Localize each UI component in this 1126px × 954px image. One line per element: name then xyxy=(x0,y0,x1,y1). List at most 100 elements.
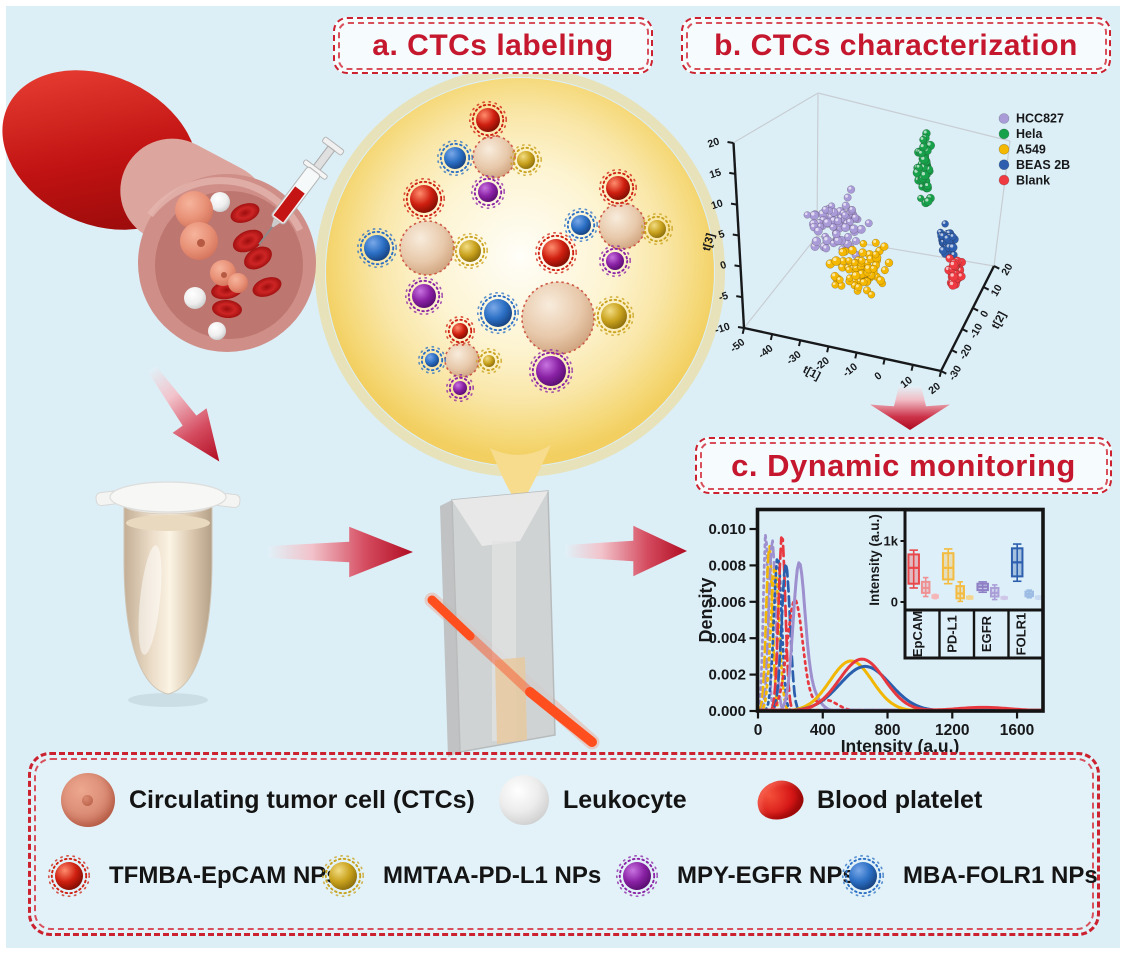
np-icon-blue xyxy=(484,299,512,327)
np-mpy-icon xyxy=(615,854,659,898)
svg-text:400: 400 xyxy=(810,722,836,739)
np-icon-blue xyxy=(849,862,877,890)
legend-label: MBA-FOLR1 NPs xyxy=(903,862,1098,889)
np-icon-red xyxy=(542,239,570,267)
cuvette-sample xyxy=(495,657,527,744)
svg-text:1200: 1200 xyxy=(935,722,969,739)
np-icon-purple xyxy=(478,182,498,202)
np-icon-purple xyxy=(623,862,651,890)
legend-label: Circulating tumor cell (CTCs) xyxy=(129,785,475,814)
svg-text:-30: -30 xyxy=(946,363,964,382)
scatter-cluster-HCC827 xyxy=(803,185,873,260)
sample-tube xyxy=(95,481,241,707)
labeled-ctc-cells xyxy=(356,100,674,403)
svg-text:-30: -30 xyxy=(784,348,803,367)
labeled-cell xyxy=(436,100,543,210)
svg-text:A549: A549 xyxy=(1016,143,1046,157)
svg-text:Intensity (a.u.): Intensity (a.u.) xyxy=(867,514,882,606)
legend-row-cells: Circulating tumor cell (CTCs) Leukocyte Bl… xyxy=(31,755,1097,933)
svg-text:PD-L1: PD-L1 xyxy=(945,615,960,653)
np-icon-red xyxy=(476,108,500,132)
svg-text:10: 10 xyxy=(710,197,725,212)
np-mba-icon xyxy=(841,854,885,898)
np-icon-red xyxy=(410,185,438,213)
np-icon-yellow xyxy=(459,240,481,262)
svg-text:-5: -5 xyxy=(717,290,730,304)
laser-beam xyxy=(427,595,475,641)
svg-text:0.008: 0.008 xyxy=(708,557,746,574)
np-icon-yellow xyxy=(601,303,627,329)
svg-text:t[2]: t[2] xyxy=(990,310,1009,332)
figure-legend-box: Circulating tumor cell (CTCs) Leukocyte Bl… xyxy=(28,752,1100,936)
svg-text:Density: Density xyxy=(696,577,716,642)
panel-b-title-box: b. CTCs characterization xyxy=(681,17,1111,74)
svg-text:0: 0 xyxy=(872,370,884,383)
np-mmtaa-icon xyxy=(321,854,365,898)
svg-text:10: 10 xyxy=(989,282,1005,298)
scatter-cluster-A549 xyxy=(825,238,894,299)
scatter-cluster-Hela xyxy=(912,129,936,208)
svg-text:20: 20 xyxy=(926,380,943,397)
svg-text:t[3]: t[3] xyxy=(701,232,717,253)
np-icon-blue xyxy=(364,235,390,261)
scatter-cluster-Blank xyxy=(944,254,967,290)
labeled-cell xyxy=(356,177,489,316)
svg-text:20: 20 xyxy=(706,135,721,150)
svg-text:-20: -20 xyxy=(957,342,975,361)
legend-item-np-mba: MBA-FOLR1 NPs xyxy=(837,847,1098,905)
svg-text:Hela: Hela xyxy=(1016,127,1043,141)
np-icon-purple xyxy=(453,381,467,395)
panel-c-title: c. Dynamic monitoring xyxy=(731,447,1076,483)
panel-a-title-box: a. CTCs labeling xyxy=(333,17,653,74)
legend-item-np-mmtaa: MMTAA-PD-L1 NPs xyxy=(317,847,601,905)
np-icon-purple xyxy=(606,252,624,270)
np-icon-purple xyxy=(536,356,566,386)
np-icon-yellow xyxy=(648,220,666,238)
panel-b-title: b. CTCs characterization xyxy=(714,28,1078,62)
np-icon-blue xyxy=(444,147,466,169)
legend-marker-HCC827 xyxy=(998,113,1010,124)
svg-text:15: 15 xyxy=(708,166,723,181)
ctcs-in-vessel xyxy=(175,191,248,293)
np-tfmba-icon xyxy=(47,854,91,898)
svg-text:-10: -10 xyxy=(713,320,731,336)
syringe-icon xyxy=(258,136,345,245)
svg-text:-50: -50 xyxy=(728,336,747,355)
labeled-cell xyxy=(476,231,635,394)
legend-marker-A549 xyxy=(998,144,1010,155)
np-icon-yellow xyxy=(483,355,495,367)
svg-text:0: 0 xyxy=(719,259,728,272)
np-icon-red xyxy=(452,323,468,339)
svg-text:0.010: 0.010 xyxy=(708,521,746,538)
legend-item-np-tfmba: TFMBA-EpCAM NPs xyxy=(43,847,340,905)
np-icon-yellow xyxy=(329,862,357,890)
panel-c-title-box: c. Dynamic monitoring xyxy=(695,437,1112,494)
np-icon-blue xyxy=(571,215,591,235)
svg-text:0: 0 xyxy=(754,722,763,739)
svg-text:HCC827: HCC827 xyxy=(1016,112,1064,126)
np-icon-red xyxy=(55,862,83,890)
svg-text:800: 800 xyxy=(875,722,901,739)
svg-text:EpCAM: EpCAM xyxy=(910,611,925,657)
blood-vessel xyxy=(2,70,345,352)
svg-text:0.000: 0.000 xyxy=(708,703,746,720)
svg-text:FOLR1: FOLR1 xyxy=(1014,613,1029,656)
legend-label: MMTAA-PD-L1 NPs xyxy=(383,862,602,889)
svg-text:0: 0 xyxy=(978,308,991,319)
svg-text:20: 20 xyxy=(999,261,1015,277)
svg-text:-10: -10 xyxy=(841,361,860,380)
svg-text:0.004: 0.004 xyxy=(708,630,746,647)
panel-a-title: a. CTCs labeling xyxy=(372,28,614,62)
svg-text:Blank: Blank xyxy=(1016,173,1050,187)
legend-marker-Blank xyxy=(998,174,1010,186)
svg-text:5: 5 xyxy=(717,228,726,241)
svg-text:1600: 1600 xyxy=(1000,722,1034,739)
labeling-balloon xyxy=(315,67,725,505)
svg-text:10: 10 xyxy=(898,374,915,391)
svg-text:-10: -10 xyxy=(967,321,985,340)
cuvette xyxy=(424,490,600,757)
svg-text:Intensity (a.u.): Intensity (a.u.) xyxy=(841,736,960,754)
